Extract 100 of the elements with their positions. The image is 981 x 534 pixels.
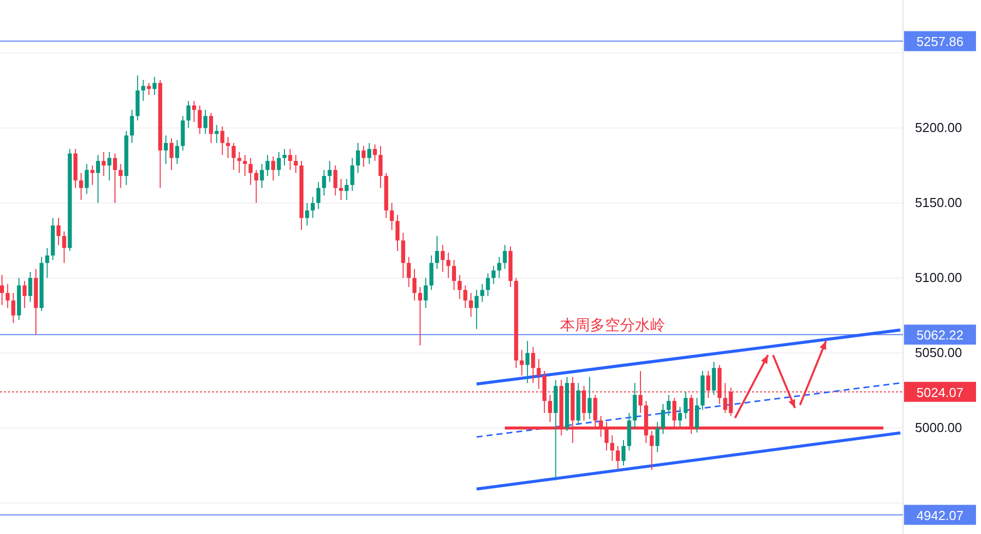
ref-line-label: 5257.86 (916, 34, 964, 50)
candlestick (294, 154, 298, 174)
candlestick (107, 151, 112, 181)
candlestick (446, 252, 450, 278)
candlestick (350, 157, 354, 192)
candlestick (118, 163, 123, 188)
candlestick (198, 104, 202, 134)
candlestick (266, 154, 270, 176)
y-tick-label: 5000.00 (915, 420, 962, 436)
candlestick (62, 230, 66, 264)
y-tick-label: 5050.00 (915, 345, 962, 360)
candlestick (237, 151, 242, 174)
candlestick (412, 268, 416, 301)
candlestick (276, 151, 281, 176)
candlestick (220, 126, 224, 156)
candlestick (429, 254, 434, 290)
candlestick (316, 181, 320, 210)
candlestick (305, 202, 310, 226)
y-tick-label: 5100.00 (915, 270, 962, 286)
ref-line-label: 4942.07 (916, 508, 964, 523)
candlestick (474, 289, 479, 330)
candlestick (684, 391, 688, 420)
candlestick (242, 154, 247, 176)
candlestick (152, 76, 157, 96)
candlestick (339, 178, 343, 200)
candlestick (486, 272, 490, 296)
candlestick (271, 156, 276, 181)
candlestick (492, 265, 496, 284)
candlestick (452, 259, 456, 290)
candlestick (113, 152, 117, 204)
candlestick (141, 79, 146, 102)
candlestick (248, 157, 253, 186)
candlestick (102, 151, 106, 176)
y-tick-label: 5200.00 (915, 120, 962, 136)
candlestick (520, 349, 524, 376)
candlestick (164, 134, 168, 164)
candlestick (28, 271, 32, 302)
candlestick (378, 145, 383, 188)
candlestick (712, 361, 716, 396)
candlestick (390, 202, 394, 230)
candlestick (203, 109, 208, 134)
candlestick (401, 232, 406, 278)
candlestick (424, 277, 428, 308)
candlestick (344, 178, 349, 200)
candlestick (328, 160, 332, 182)
candlestick (130, 109, 134, 144)
candlestick (146, 82, 151, 96)
candlestick (56, 217, 60, 246)
candlestick (260, 163, 264, 188)
candlestick (497, 256, 502, 278)
candlestick (79, 172, 84, 200)
candlestick (458, 274, 462, 300)
candlestick (480, 283, 484, 302)
candlestick (610, 434, 614, 462)
candlestick (192, 100, 196, 122)
candlestick (694, 397, 699, 433)
candlestick (0, 274, 4, 306)
candlestick (418, 286, 422, 346)
candlestick (84, 163, 89, 194)
candlestick (468, 292, 473, 318)
candlestick (435, 235, 440, 270)
y-tick-label: 5150.00 (915, 195, 962, 210)
candlestick (170, 138, 174, 170)
candlestick (288, 148, 292, 170)
candlestick (214, 124, 219, 144)
candlestick (372, 144, 377, 162)
candlestick (254, 169, 258, 204)
ref-line-label: 5062.22 (916, 328, 964, 343)
candlestick (90, 164, 94, 186)
candlestick (6, 283, 10, 308)
candlestick (226, 136, 230, 158)
candlestick (666, 394, 671, 416)
candlestick (11, 292, 16, 324)
candlestick (661, 403, 666, 434)
candlestick (45, 247, 50, 278)
candlestick (622, 439, 626, 466)
candlestick (531, 346, 536, 384)
candlestick (616, 445, 620, 470)
candlestick (282, 148, 286, 166)
candlestick (548, 394, 552, 422)
candlestick (678, 406, 682, 427)
candlestick (502, 244, 507, 270)
candlestick (333, 164, 338, 196)
candlestick (525, 340, 530, 384)
candlestick (440, 244, 445, 272)
candlestick (22, 280, 27, 308)
candlestick (588, 376, 592, 420)
ref-line-label: 5024.07 (916, 384, 964, 400)
candlestick (356, 142, 360, 174)
candlestick (96, 154, 100, 204)
candlestick (463, 284, 468, 308)
candlestick (396, 214, 400, 252)
annotation: 本周多空分水岭 (560, 316, 665, 334)
candlestick (310, 196, 315, 218)
candlestick (367, 142, 372, 164)
candlestick (186, 100, 190, 128)
candlestick (655, 421, 660, 452)
candlestick (232, 142, 236, 170)
candlestick (536, 358, 541, 390)
candlestick (406, 256, 411, 288)
